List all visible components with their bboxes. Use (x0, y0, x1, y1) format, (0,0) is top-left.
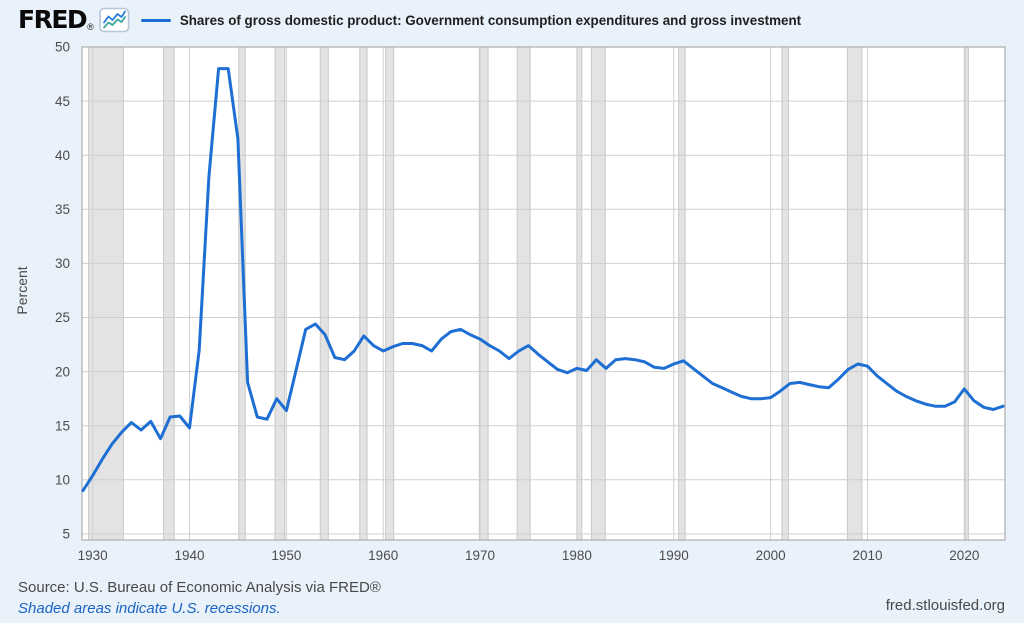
y-axis-label: Percent (14, 266, 30, 314)
site-url: fred.stlouisfed.org (885, 597, 1005, 614)
plot-border (81, 46, 1006, 541)
chart-header: FRED ® Shares of gross domestic product:… (18, 5, 801, 35)
registered-trademark: ® (87, 22, 94, 32)
chart-plot-area[interactable]: 5 10 15 20 25 30 35 40 45 50 1930 1940 1950 1960 1970 1… (0, 0, 1024, 575)
recession-band (965, 47, 969, 540)
recession-band (359, 47, 368, 540)
x-axis-tick-label: 1960 (368, 548, 398, 563)
plot-background (82, 47, 1005, 540)
source-text: Source: U.S. Bureau of Economic Analysis… (18, 579, 381, 596)
x-axis-tick-label: 1990 (659, 548, 689, 563)
recessions-note-link[interactable]: Shaded areas indicate U.S. recessions. (18, 600, 281, 617)
y-axis-tick-label: 20 (55, 364, 70, 379)
recession-band (678, 47, 686, 540)
recession-band (88, 47, 124, 540)
data-series-line (81, 67, 1005, 493)
x-axis-tick-label: 2010 (852, 548, 882, 563)
recession-band (163, 47, 175, 540)
y-axis-tick-label: 45 (55, 94, 70, 109)
x-axis-tick-label: 1930 (78, 548, 108, 563)
y-axis-tick-label: 50 (55, 40, 70, 55)
recession-band (275, 47, 285, 540)
recession-band (847, 47, 862, 540)
recession-band (479, 47, 489, 540)
recession-band (320, 47, 329, 540)
chart-title: Shares of gross domestic product: Govern… (179, 12, 802, 28)
y-axis-tick-label: 5 (62, 527, 70, 542)
recession-band (385, 47, 394, 540)
y-axis-tick-label: 10 (55, 473, 70, 488)
x-axis-tick-label: 1980 (562, 548, 592, 563)
x-axis-tick-label: 1940 (174, 548, 204, 563)
y-axis-tick-label: 35 (55, 202, 70, 217)
y-axis-tick-label: 30 (55, 256, 70, 271)
recession-band (517, 47, 531, 540)
x-axis-tick-label: 1950 (271, 548, 301, 563)
legend-line-swatch (140, 18, 171, 22)
recession-band (238, 47, 246, 540)
recession-band (591, 47, 606, 540)
recession-band (576, 47, 582, 540)
chart-legend: Shares of gross domestic product: Govern… (140, 12, 802, 28)
fred-logo[interactable]: FRED ® (18, 7, 130, 33)
recession-band (781, 47, 789, 540)
sparkline-chart-icon (99, 7, 130, 33)
y-axis-tick-label: 15 (55, 418, 70, 433)
x-axis-tick-label: 1970 (465, 548, 495, 563)
x-axis-tick-label: 2000 (756, 548, 786, 563)
fred-logo-text: FRED (18, 5, 88, 34)
y-axis-tick-label: 25 (55, 310, 70, 325)
x-axis-tick-label: 2020 (949, 548, 979, 563)
y-axis-tick-label: 40 (55, 148, 70, 163)
